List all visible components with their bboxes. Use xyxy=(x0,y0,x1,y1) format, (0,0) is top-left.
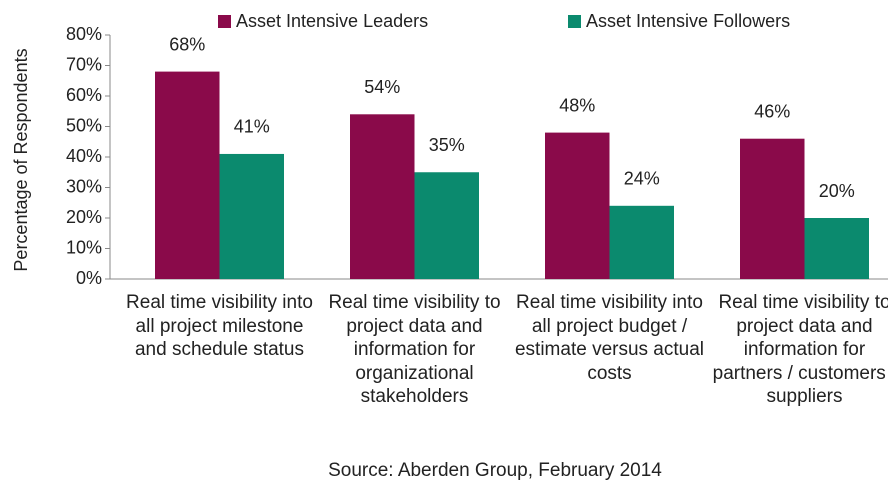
y-tick-label: 30% xyxy=(66,176,102,196)
bar xyxy=(805,218,870,279)
data-label: 54% xyxy=(364,77,400,97)
source-note: Source: Aberden Group, February 2014 xyxy=(260,460,730,482)
legend-swatch xyxy=(218,15,231,28)
y-tick-label: 20% xyxy=(66,207,102,227)
y-axis-title: Percentage of Respondents xyxy=(11,48,31,271)
y-tick-label: 80% xyxy=(66,24,102,44)
legend-label: Asset Intensive Followers xyxy=(586,11,790,31)
x-tick-label: Real time visibility to project data and… xyxy=(707,291,888,409)
x-tick-label: Real time visibility to project data and… xyxy=(317,291,513,409)
data-label: 35% xyxy=(429,135,465,155)
y-tick-label: 10% xyxy=(66,237,102,257)
y-tick-label: 70% xyxy=(66,54,102,74)
bar xyxy=(415,172,480,279)
bar xyxy=(155,72,220,279)
x-tick-label: Real time visibility into all project mi… xyxy=(122,291,318,362)
data-label: 68% xyxy=(169,34,205,54)
bar xyxy=(350,114,415,279)
bar xyxy=(740,139,805,279)
y-tick-label: 0% xyxy=(76,268,102,288)
bar xyxy=(220,154,285,279)
data-label: 46% xyxy=(754,101,790,121)
data-label: 20% xyxy=(819,181,855,201)
data-label: 24% xyxy=(624,169,660,189)
bar xyxy=(545,133,610,279)
y-tick-label: 40% xyxy=(66,146,102,166)
data-label: 41% xyxy=(234,117,270,137)
bar xyxy=(610,206,675,279)
legend-swatch xyxy=(568,15,581,28)
data-label: 48% xyxy=(559,95,595,115)
y-tick-label: 60% xyxy=(66,85,102,105)
y-tick-label: 50% xyxy=(66,115,102,135)
legend-label: Asset Intensive Leaders xyxy=(236,11,428,31)
x-tick-label: Real time visibility into all project bu… xyxy=(512,291,708,385)
